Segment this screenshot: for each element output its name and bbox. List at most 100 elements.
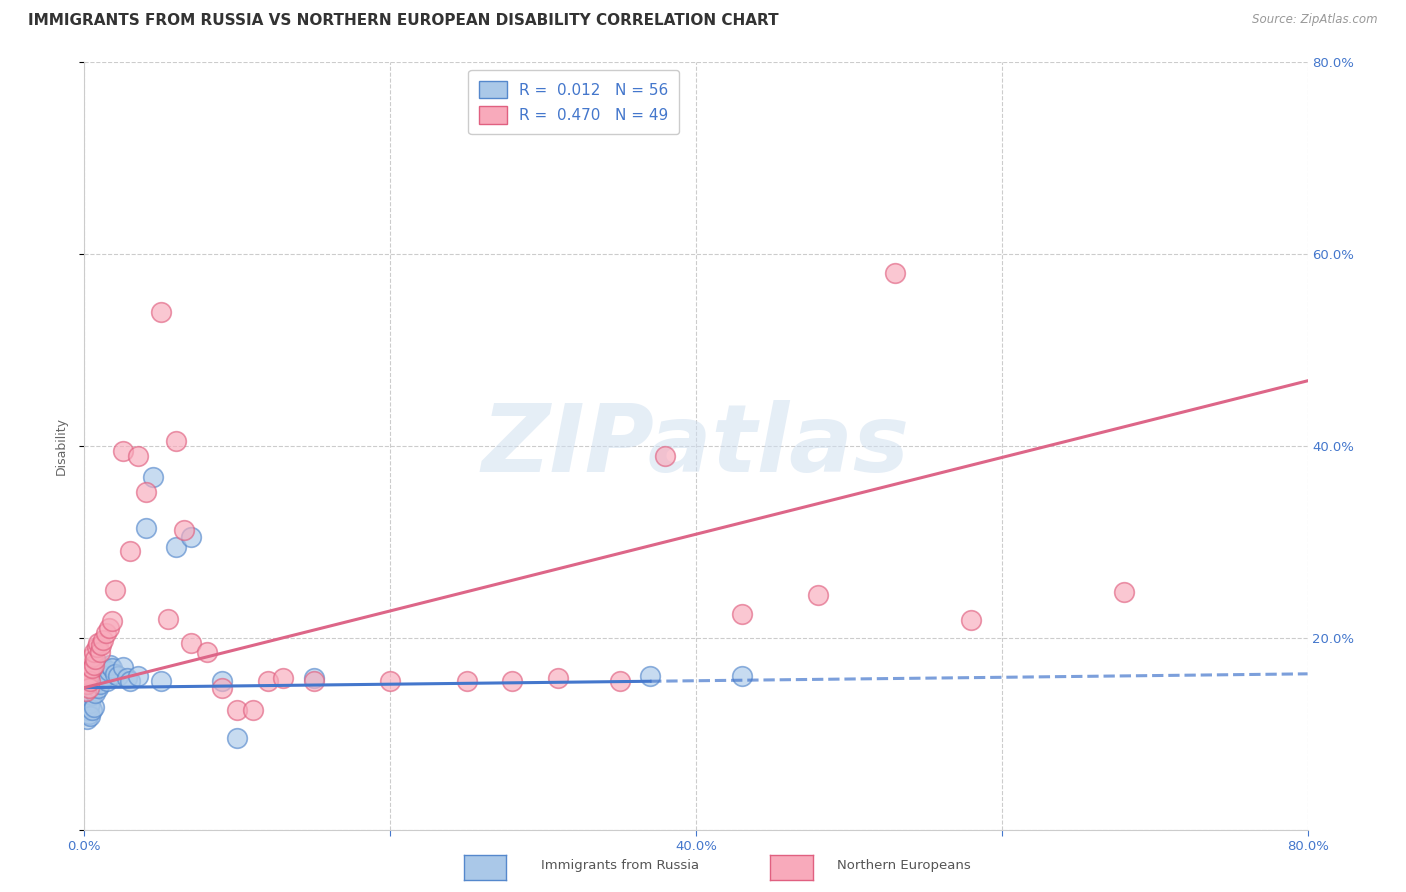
Point xyxy=(77,677,100,691)
Point xyxy=(79,709,101,723)
Point xyxy=(76,667,98,681)
Point xyxy=(83,661,105,675)
Point xyxy=(104,582,127,597)
Point xyxy=(84,667,107,681)
Point xyxy=(883,266,905,280)
Point xyxy=(1114,584,1136,599)
Point xyxy=(77,707,100,722)
Point xyxy=(75,683,97,698)
Point xyxy=(76,681,98,695)
Point xyxy=(165,540,187,554)
Point xyxy=(93,671,115,685)
Point xyxy=(90,661,112,675)
Point xyxy=(86,640,108,655)
Point xyxy=(456,673,478,688)
Point xyxy=(94,626,117,640)
Point xyxy=(84,652,107,666)
Point xyxy=(77,689,100,703)
Point xyxy=(83,657,105,672)
Point xyxy=(84,686,107,700)
Point xyxy=(80,649,103,664)
Point xyxy=(76,677,98,691)
Point xyxy=(226,703,249,717)
Point xyxy=(104,667,127,681)
Point xyxy=(107,669,129,683)
Point xyxy=(173,524,195,538)
Point xyxy=(76,703,98,717)
Point xyxy=(380,673,402,688)
Point xyxy=(97,621,120,635)
Point xyxy=(731,607,754,621)
Point xyxy=(242,703,264,717)
Point xyxy=(120,544,142,558)
Text: Source: ZipAtlas.com: Source: ZipAtlas.com xyxy=(1253,13,1378,27)
Point xyxy=(87,669,110,683)
Point xyxy=(111,443,134,458)
Point xyxy=(79,659,101,673)
Point xyxy=(157,612,180,626)
Point xyxy=(79,673,101,688)
Point xyxy=(135,520,157,534)
Point xyxy=(302,673,325,688)
Text: ZIPatlas: ZIPatlas xyxy=(482,400,910,492)
Point xyxy=(76,712,98,726)
Point xyxy=(807,588,830,602)
Text: Immigrants from Russia: Immigrants from Russia xyxy=(541,859,699,872)
Point xyxy=(80,703,103,717)
Point xyxy=(79,696,101,710)
Point xyxy=(120,673,142,688)
Point xyxy=(83,677,105,691)
Y-axis label: Disability: Disability xyxy=(55,417,67,475)
Point xyxy=(211,673,233,688)
Point xyxy=(80,661,103,675)
Point xyxy=(165,434,187,449)
Point xyxy=(80,681,103,695)
Point xyxy=(77,669,100,683)
Point xyxy=(547,671,569,685)
Point xyxy=(77,681,100,695)
Point xyxy=(97,665,120,679)
Point xyxy=(115,671,138,685)
Point xyxy=(502,673,524,688)
Point xyxy=(87,681,110,695)
Point xyxy=(960,613,983,627)
Point xyxy=(127,449,149,463)
Point xyxy=(257,673,280,688)
Point xyxy=(77,681,100,695)
Point xyxy=(94,669,117,683)
Point xyxy=(98,657,121,672)
Point xyxy=(180,635,202,649)
Point xyxy=(149,673,172,688)
Point xyxy=(79,673,101,688)
Point xyxy=(83,645,105,659)
Point xyxy=(86,669,108,683)
Text: Northern Europeans: Northern Europeans xyxy=(837,859,970,872)
Point xyxy=(302,671,325,685)
Point xyxy=(84,673,107,688)
Point xyxy=(75,698,97,712)
Point xyxy=(96,673,118,688)
Point xyxy=(654,449,676,463)
Point xyxy=(76,690,98,705)
Point xyxy=(142,469,165,483)
Point xyxy=(86,673,108,688)
Point xyxy=(90,639,112,653)
Point xyxy=(271,671,294,685)
Point xyxy=(91,632,114,647)
Point xyxy=(89,645,111,659)
Point xyxy=(127,669,149,683)
Point xyxy=(87,635,110,649)
Point xyxy=(101,661,124,675)
Point xyxy=(638,669,661,683)
Point xyxy=(180,530,202,544)
Legend: R =  0.012   N = 56, R =  0.470   N = 49: R = 0.012 N = 56, R = 0.470 N = 49 xyxy=(468,70,679,135)
Point xyxy=(80,673,103,688)
Text: IMMIGRANTS FROM RUSSIA VS NORTHERN EUROPEAN DISABILITY CORRELATION CHART: IMMIGRANTS FROM RUSSIA VS NORTHERN EUROP… xyxy=(28,13,779,29)
Point xyxy=(91,659,114,673)
Point xyxy=(226,731,249,746)
Point xyxy=(111,659,134,673)
Point xyxy=(77,699,100,714)
Point xyxy=(75,673,97,688)
Point xyxy=(101,614,124,628)
Point xyxy=(89,671,111,685)
